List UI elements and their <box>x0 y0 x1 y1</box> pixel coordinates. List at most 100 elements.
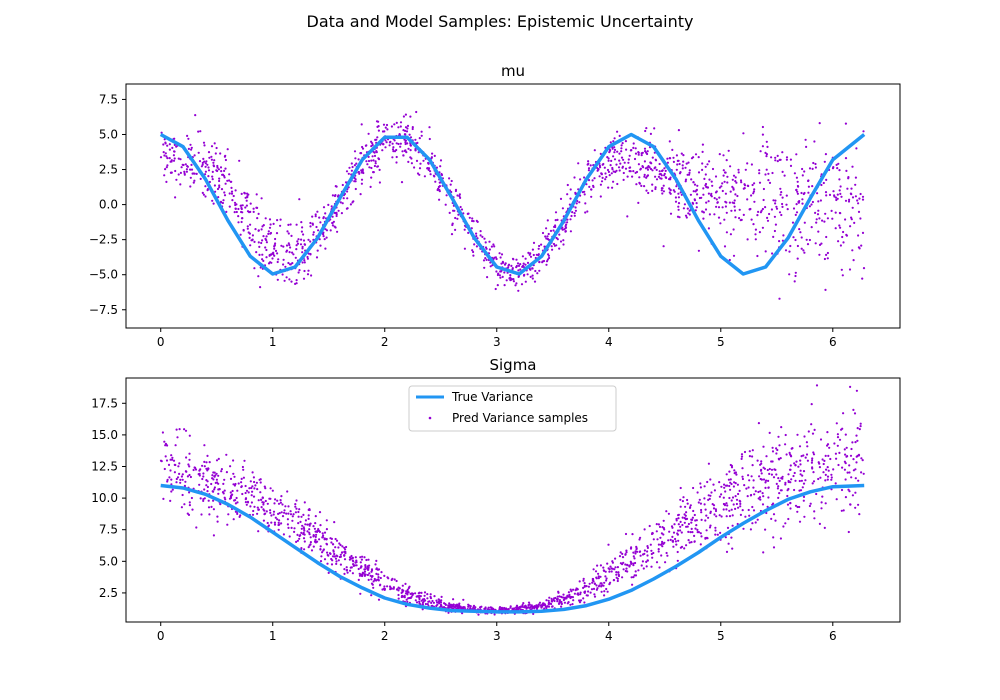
legend-point-swatch <box>428 416 432 420</box>
scatter-point <box>679 529 682 532</box>
scatter-point <box>232 194 235 198</box>
scatter-point <box>161 431 164 434</box>
scatter-point <box>768 212 771 216</box>
scatter-point <box>255 251 258 254</box>
scatter-point <box>300 238 303 241</box>
scatter-point <box>346 197 349 200</box>
scatter-point <box>733 469 736 472</box>
scatter-point <box>186 134 189 137</box>
scatter-point <box>552 229 555 232</box>
scatter-point <box>603 581 606 584</box>
scatter-point <box>700 196 703 199</box>
scatter-point <box>544 604 547 607</box>
scatter-point <box>817 477 820 481</box>
scatter-point <box>330 205 333 208</box>
scatter-point <box>722 508 725 511</box>
scatter-point <box>660 174 663 177</box>
scatter-point <box>323 537 326 540</box>
scatter-point <box>344 548 347 551</box>
scatter-point <box>497 272 500 275</box>
scatter-point <box>273 502 276 505</box>
scatter-point <box>539 604 543 607</box>
scatter-point <box>649 543 652 546</box>
scatter-point <box>801 167 804 171</box>
scatter-point <box>608 583 611 586</box>
scatter-point <box>511 267 514 270</box>
scatter-point <box>811 167 814 170</box>
scatter-point <box>165 443 168 446</box>
scatter-point <box>184 429 188 432</box>
scatter-point <box>467 212 470 215</box>
scatter-point <box>231 489 234 493</box>
scatter-point <box>745 487 748 490</box>
scatter-point <box>430 601 433 605</box>
scatter-point <box>375 559 378 563</box>
scatter-point <box>850 476 853 479</box>
scatter-point <box>706 186 709 189</box>
y-tick-label: 2.5 <box>99 163 118 177</box>
scatter-point <box>252 509 255 513</box>
scatter-point <box>348 166 351 169</box>
scatter-point <box>838 224 841 227</box>
scatter-point <box>379 576 382 580</box>
scatter-point <box>683 547 686 550</box>
scatter-point <box>463 228 466 231</box>
scatter-point <box>521 265 524 268</box>
scatter-point <box>848 471 851 474</box>
scatter-point <box>456 607 459 610</box>
scatter-point <box>703 503 706 506</box>
scatter-point <box>298 537 301 540</box>
scatter-point <box>256 488 259 491</box>
scatter-point <box>294 511 297 514</box>
scatter-point <box>303 501 306 504</box>
scatter-point <box>498 252 501 255</box>
scatter-point <box>333 552 336 556</box>
scatter-point <box>292 253 295 256</box>
true-curve-line <box>160 483 865 614</box>
scatter-point <box>373 154 377 157</box>
scatter-point <box>401 584 404 587</box>
scatter-point <box>404 582 407 586</box>
scatter-point <box>325 236 328 239</box>
scatter-point <box>707 227 711 230</box>
scatter-point <box>611 561 615 564</box>
scatter-point <box>784 433 787 437</box>
scatter-point <box>341 545 344 548</box>
y-tick-label: 7.5 <box>99 92 118 106</box>
scatter-point <box>786 503 790 506</box>
y-tick-label: 10.0 <box>91 491 118 505</box>
scatter-point <box>256 217 259 220</box>
scatter-point <box>300 230 303 233</box>
scatter-point <box>799 473 802 476</box>
scatter-point <box>423 594 426 597</box>
scatter-point <box>666 554 669 557</box>
scatter-point <box>822 471 825 474</box>
scatter-point <box>298 269 301 272</box>
scatter-point <box>704 173 707 176</box>
scatter-point <box>798 489 801 492</box>
scatter-point <box>742 187 745 190</box>
scatter-point <box>728 509 731 512</box>
scatter-point <box>665 176 668 179</box>
scatter-point <box>758 231 762 234</box>
scatter-point <box>265 248 268 252</box>
scatter-point <box>593 582 596 585</box>
scatter-point <box>299 243 303 246</box>
scatter-point <box>590 588 594 591</box>
scatter-point <box>287 512 290 515</box>
scatter-point <box>164 152 167 155</box>
scatter-point <box>805 441 809 444</box>
scatter-point <box>234 499 237 502</box>
scatter-point <box>180 506 183 509</box>
scatter-point <box>759 469 763 472</box>
scatter-point <box>654 159 658 162</box>
scatter-point <box>276 260 279 264</box>
scatter-point <box>720 493 723 496</box>
scatter-point <box>605 175 608 179</box>
scatter-point <box>720 515 723 518</box>
scatter-point <box>516 262 520 265</box>
scatter-point <box>613 146 616 149</box>
scatter-point <box>373 151 376 154</box>
scatter-point <box>380 571 383 574</box>
scatter-point <box>844 433 847 436</box>
